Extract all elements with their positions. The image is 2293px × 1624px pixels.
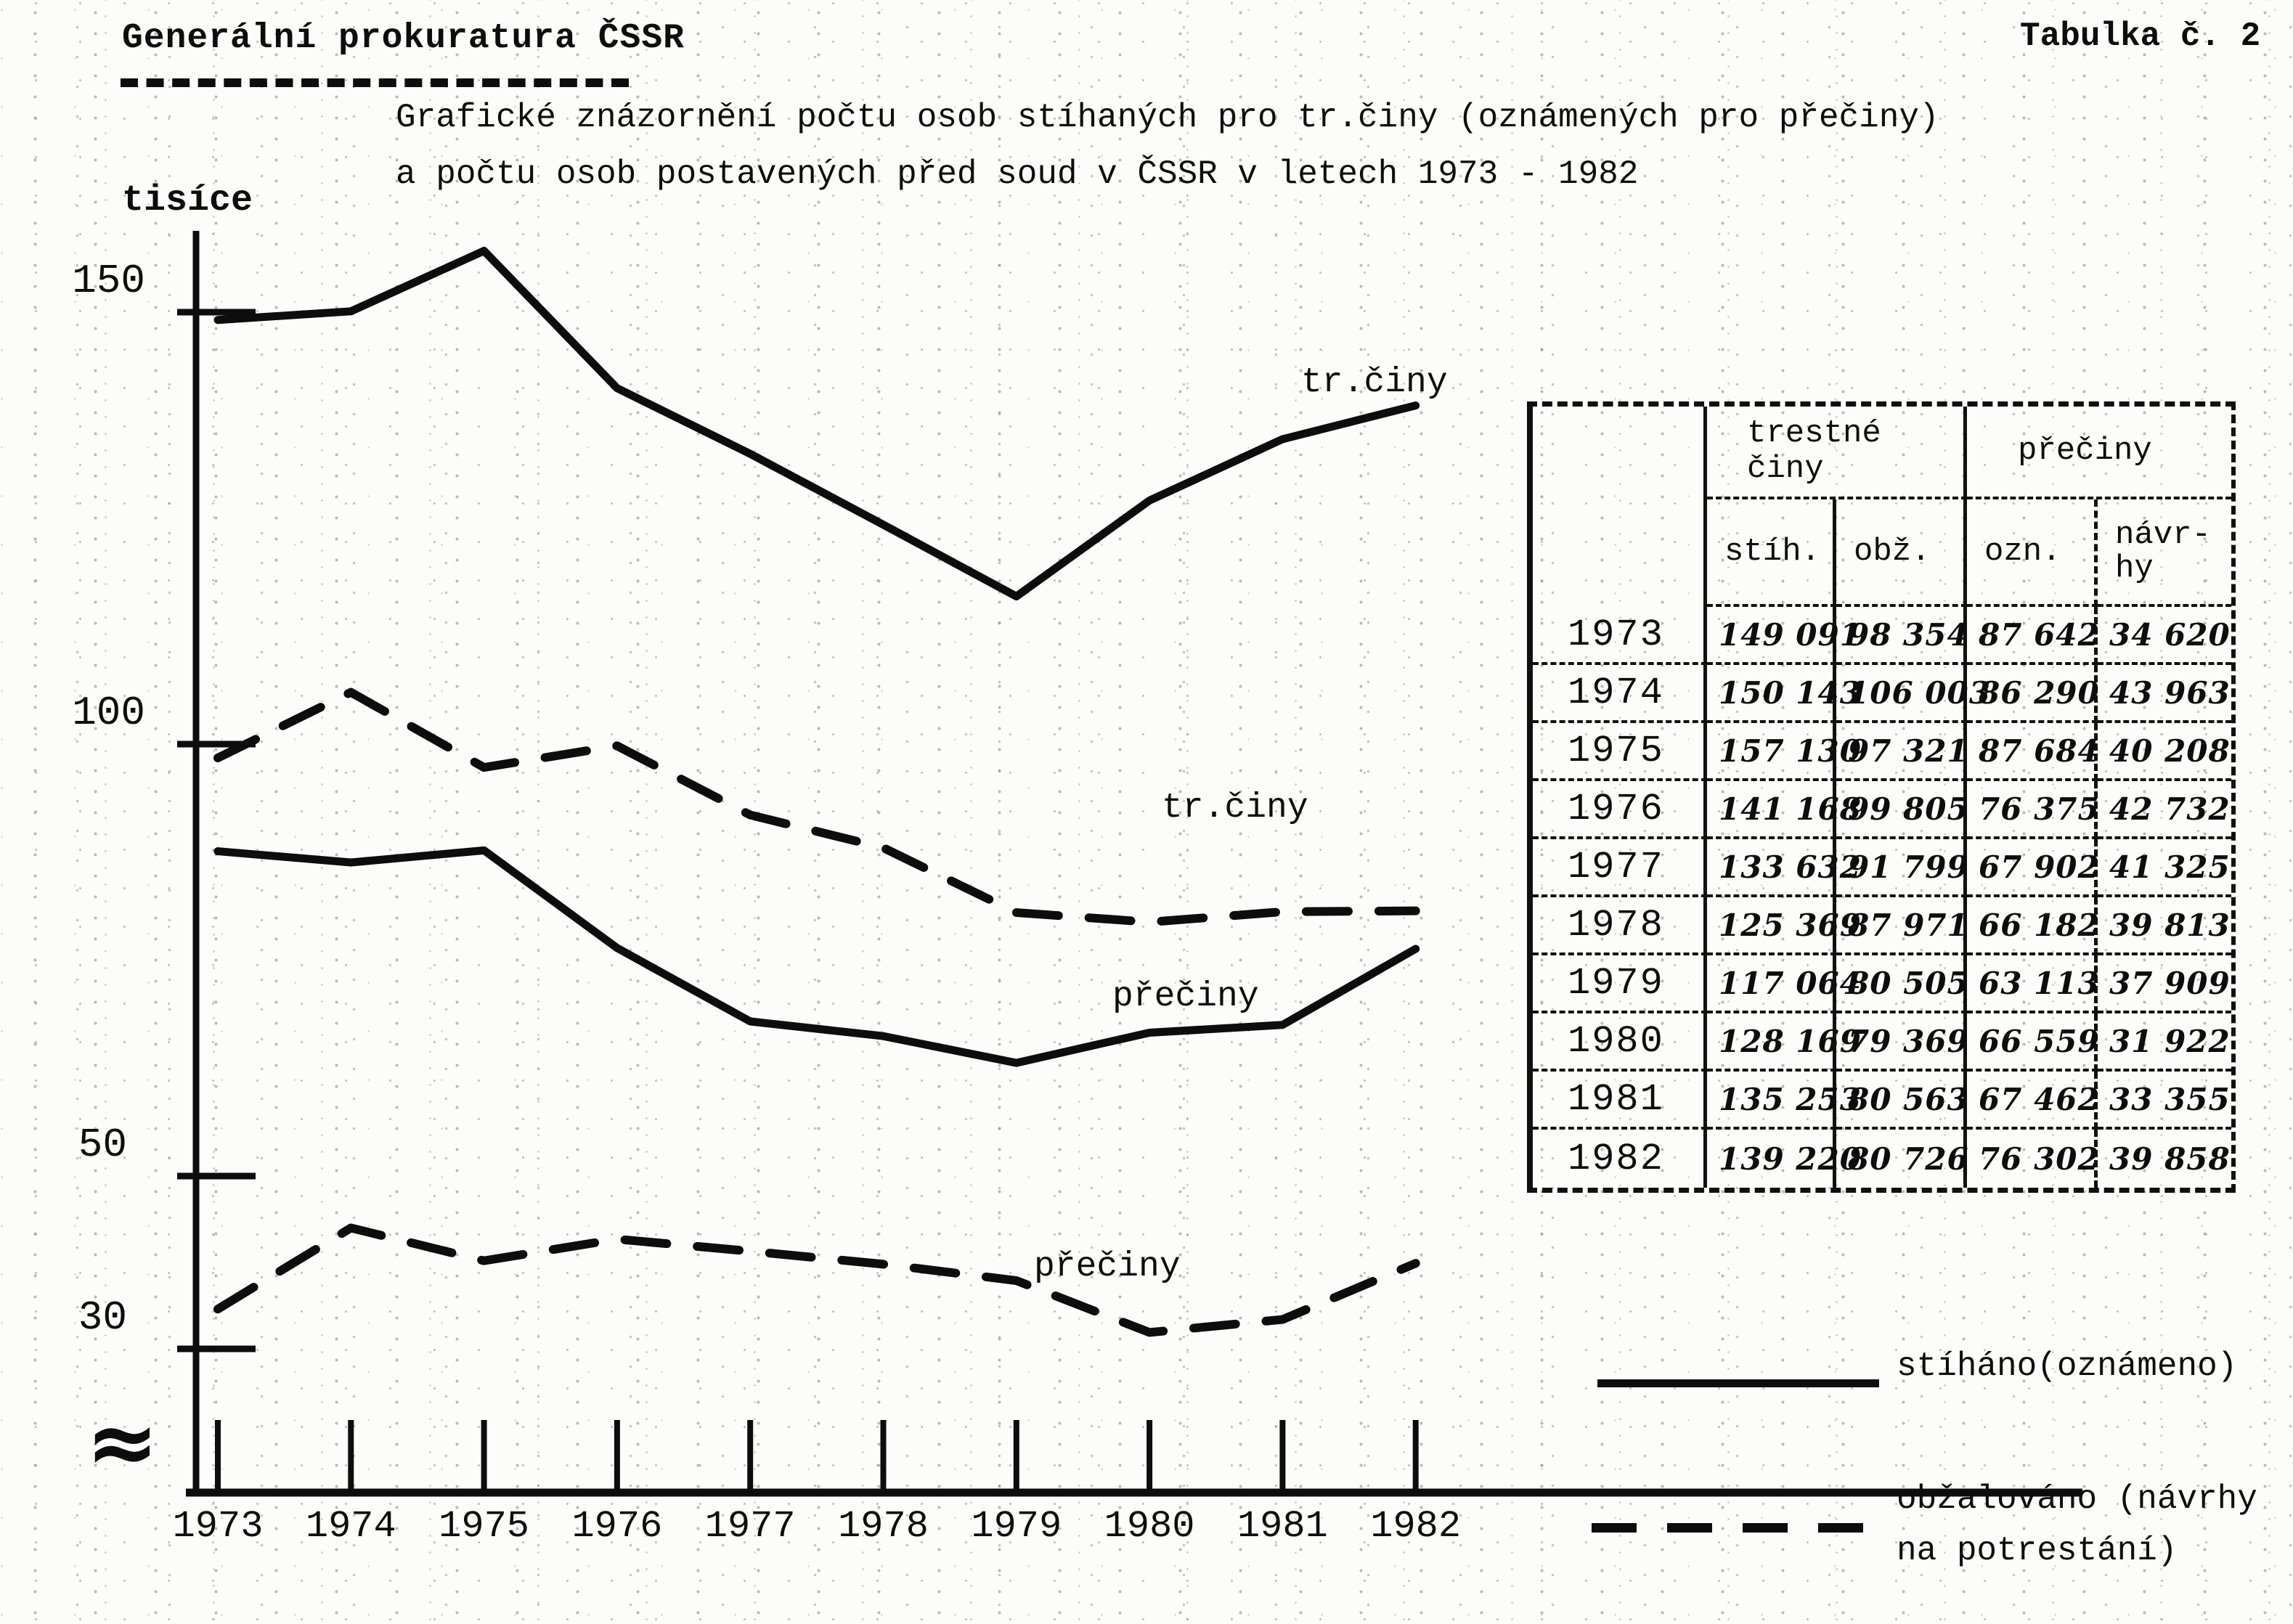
table-caption: Tabulka č. 2 [2020,17,2261,55]
x-tick-label: 1976 [571,1505,663,1548]
table-value-obz: 79 369 [1836,1013,1968,1072]
table-value-ozn: 66 182 [1967,897,2099,955]
x-tick-label: 1975 [439,1505,529,1548]
legend-dashed-line-sample [1592,1523,1882,1533]
table-value-stih: 128 169 [1707,1013,1861,1072]
series-tr-ciny-stihano [213,247,1420,601]
table-value-stih: 149 091 [1707,607,1861,665]
table-value-stih: 141 168 [1707,781,1861,839]
table-value-navrhy: 41 325 [2098,839,2231,897]
legend-solid-label: stíháno(oznámeno) [1897,1347,2238,1385]
y-tick-label: 100 [72,690,145,736]
table-value-ozn: 76 302 [1967,1130,2099,1188]
table-sub-header-ozn: ozn. [1967,499,2098,607]
x-tick-label: 1978 [838,1505,929,1548]
table-value-obz: 80 726 [1836,1130,1968,1188]
chart-subtitle-line-2: a počtu osob postavených před soud v ČSS… [396,155,1639,193]
chart-subtitle-line-1: Grafické znázornění počtu osob stíhaných… [396,99,1939,136]
table-value-obz: 99 805 [1836,781,1968,839]
y-tick-label: 150 [72,258,145,304]
table-sub-header-obz: obž. [1836,499,1967,607]
curve-label-preciny-dashed: přečiny [1034,1247,1181,1286]
table-value-navrhy: 37 909 [2098,955,2231,1013]
page-title: Generální prokuratura ČSSR [122,19,685,58]
table-value-stih: 133 632 [1707,839,1861,897]
legend-dashed-label: obžalováno (návrhy na potrestání) [1897,1480,2257,1570]
y-tick-label: 30 [78,1294,127,1341]
table-year: 1973 [1533,607,1707,665]
series-preciny-navrhy [213,1223,1420,1337]
table-group-header-preciny: přečiny [1967,407,2231,499]
table-value-obz: 91 799 [1836,839,1968,897]
table-value-ozn: 66 559 [1967,1013,2099,1072]
curve-label-tr-ciny-dashed: tr.činy [1162,788,1308,828]
table-value-navrhy: 40 208 [2098,723,2231,781]
table-year: 1975 [1533,723,1707,781]
table-value-navrhy: 33 355 [2098,1072,2231,1130]
x-tick-label: 1980 [1104,1505,1195,1548]
x-tick-label: 1982 [1370,1505,1462,1548]
curve-label-preciny-solid: přečiny [1112,977,1259,1016]
table-value-stih: 157 130 [1707,723,1861,781]
table-year: 1982 [1533,1130,1707,1188]
table-value-stih: 150 143 [1707,665,1861,723]
table-value-ozn: 87 642 [1967,607,2099,665]
table-year: 1979 [1533,955,1707,1013]
table-value-navrhy: 39 813 [2098,897,2231,955]
series-tr-ciny-obzalovano [213,687,1420,927]
table-year: 1974 [1533,665,1707,723]
y-tick-label: 50 [78,1122,127,1168]
table-value-ozn: 76 375 [1967,781,2099,839]
table-value-ozn: 67 902 [1967,839,2099,897]
legend-solid-line-sample [1597,1379,1879,1387]
table-year: 1976 [1533,781,1707,839]
table-value-obz: 98 354 [1836,607,1968,665]
table-value-obz: 87 971 [1836,897,1968,955]
x-tick-label: 1973 [172,1505,264,1548]
table-year: 1977 [1533,839,1707,897]
data-table: trestné činy přečiny stíh. obž. ozn. náv… [1527,401,2236,1193]
x-tick-label: 1977 [704,1505,796,1548]
table-value-obz: 97 321 [1836,723,1968,781]
table-year: 1981 [1533,1072,1707,1130]
table-value-ozn: 63 113 [1967,955,2099,1013]
table-value-ozn: 86 290 [1967,665,2099,723]
x-tick-label: 1979 [971,1505,1062,1548]
table-value-navrhy: 42 732 [2098,781,2231,839]
table-value-stih: 125 369 [1707,897,1861,955]
title-underline [121,41,629,87]
curve-label-tr-ciny-solid: tr.činy [1301,363,1448,402]
table-value-obz: 80 563 [1836,1072,1968,1130]
table-value-stih: 139 220 [1707,1130,1861,1188]
table-value-obz: 80 505 [1836,955,1968,1013]
x-tick-label: 1974 [305,1505,396,1548]
y-axis-unit-label: tisíce [122,180,253,221]
table-year: 1978 [1533,897,1707,955]
table-value-ozn: 87 684 [1967,723,2099,781]
table-value-stih: 135 253 [1707,1072,1861,1130]
table-value-navrhy: 31 922 [2098,1013,2231,1072]
table-value-stih: 117 064 [1707,955,1861,1013]
table-group-header-trestne-ciny: trestné činy [1707,407,1967,499]
series-preciny-oznameno [213,846,1420,1067]
table-value-ozn: 67 462 [1967,1072,2099,1130]
table-sub-header-navrhy: návr- hy [2098,499,2231,607]
table-value-navrhy: 39 858 [2109,1141,2231,1177]
table-sub-header-stih: stíh. [1707,499,1836,607]
axis-break-icon: ≈ [86,1392,159,1493]
x-tick-label: 1981 [1237,1505,1328,1548]
table-year: 1980 [1533,1013,1707,1072]
table-value-obz: 106 003 [1836,665,1990,723]
table-value-navrhy: 43 963 [2098,665,2231,723]
table-value-navrhy: 34 620 [2098,607,2231,665]
table-corner-cell [1533,407,1707,607]
